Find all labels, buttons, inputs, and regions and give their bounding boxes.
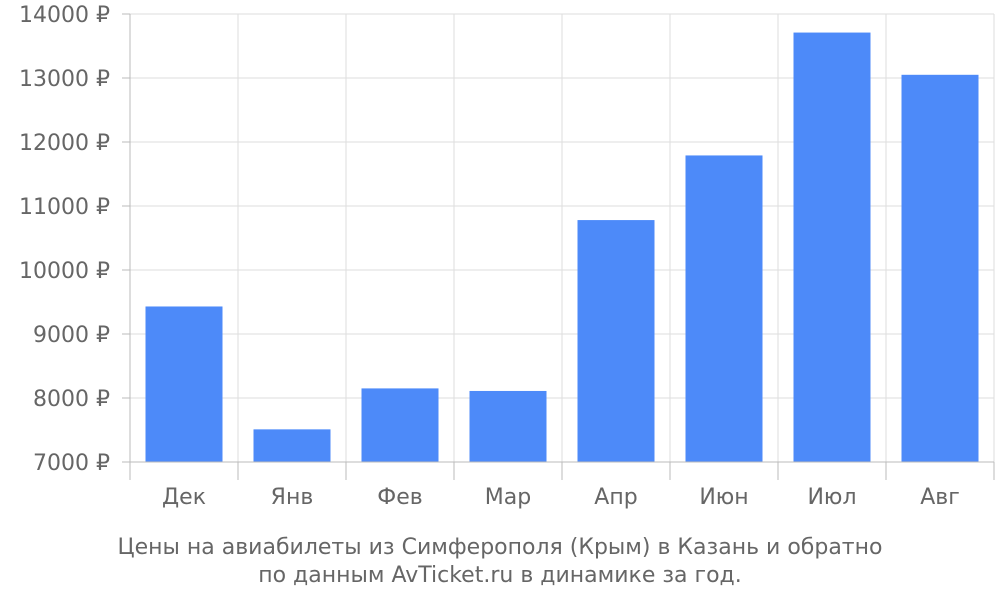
axis-layer xyxy=(122,13,995,480)
y-tick-label: 12000 ₽ xyxy=(19,131,110,156)
x-tick-label: Янв xyxy=(271,485,314,510)
chart-caption-line-1: Цены на авиабилеты из Симферополя (Крым)… xyxy=(117,535,883,560)
x-tick-label: Мар xyxy=(485,485,531,510)
y-tick-label: 13000 ₽ xyxy=(19,67,110,92)
x-tick-label: Авг xyxy=(920,485,960,510)
bar-1 xyxy=(145,306,223,462)
x-tick-label: Июл xyxy=(807,485,856,510)
y-tick-label: 14000 ₽ xyxy=(19,3,110,28)
y-tick-label: 7000 ₽ xyxy=(33,451,110,476)
grid-layer xyxy=(129,13,995,463)
bar-7 xyxy=(793,32,871,463)
x-tick-label: Дек xyxy=(162,485,206,510)
label-layer: 7000 ₽ 8000 ₽ 9000 ₽ 10000 ₽ 11000 ₽ 12000 ₽ 1… xyxy=(19,3,960,510)
y-tick-label: 8000 ₽ xyxy=(33,387,110,412)
chart-caption-line-2: по данным AvTicket.ru в динамике за год. xyxy=(258,563,742,588)
y-tick-label: 9000 ₽ xyxy=(33,323,110,348)
bar-8 xyxy=(901,74,979,463)
y-tick-label: 10000 ₽ xyxy=(19,259,110,284)
bar-2 xyxy=(253,429,331,462)
x-tick-label: Фев xyxy=(377,485,422,510)
bar-4 xyxy=(469,390,547,462)
x-tick-label: Июн xyxy=(699,485,748,510)
bar-layer xyxy=(145,32,979,463)
bar-5 xyxy=(577,220,655,462)
x-tick-label: Апр xyxy=(594,485,637,510)
y-tick-label: 11000 ₽ xyxy=(19,195,110,220)
bar-3 xyxy=(361,388,439,462)
bar-6 xyxy=(685,155,763,462)
